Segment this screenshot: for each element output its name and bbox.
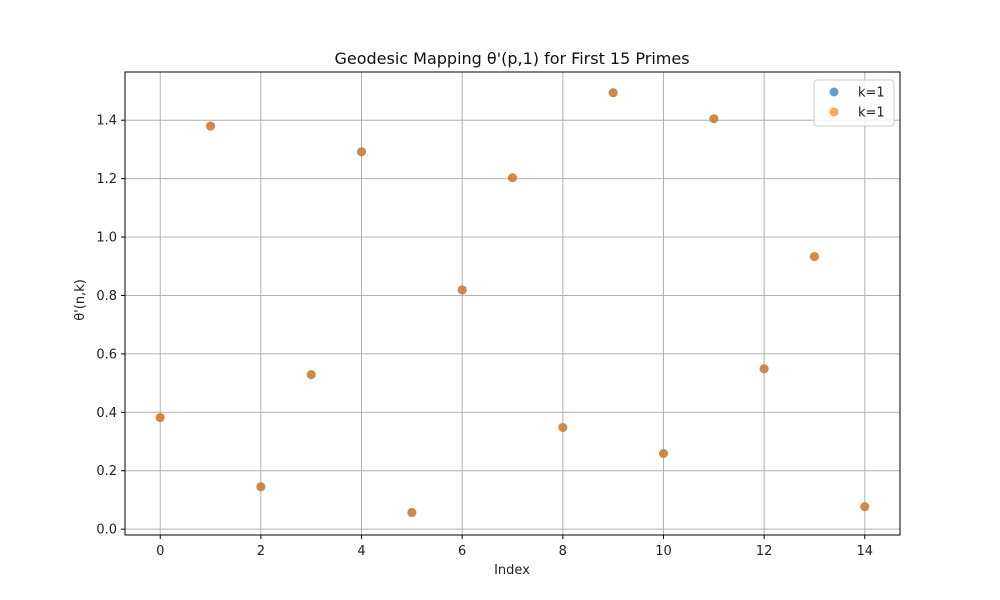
x-axis-ticks: 0 2 4 6 8 10 12 14 — [156, 535, 873, 559]
x-tick-label: 2 — [257, 544, 265, 559]
y-tick-label: 0.6 — [96, 347, 117, 362]
data-point — [155, 413, 165, 423]
data-point — [608, 88, 618, 98]
data-point — [709, 114, 719, 124]
y-tick-label: 0.2 — [96, 464, 117, 479]
y-tick-label: 0.4 — [96, 406, 117, 421]
x-tick-label: 6 — [458, 544, 466, 559]
data-point — [860, 502, 870, 512]
x-tick-label: 4 — [357, 544, 365, 559]
x-tick-label: 0 — [156, 544, 164, 559]
x-tick-label: 12 — [756, 544, 773, 559]
data-point — [256, 482, 266, 492]
legend-marker — [829, 107, 839, 117]
x-tick-label: 8 — [559, 544, 567, 559]
data-point — [558, 423, 568, 433]
x-tick-label: 14 — [856, 544, 873, 559]
data-point — [306, 370, 316, 380]
data-point — [206, 121, 216, 131]
data-point — [357, 147, 367, 157]
y-tick-label: 0.8 — [96, 289, 117, 304]
legend-marker — [829, 87, 839, 97]
chart-title: Geodesic Mapping θ'(p,1) for First 15 Pr… — [334, 49, 689, 68]
data-point — [407, 508, 417, 518]
data-point — [457, 285, 467, 295]
data-point — [759, 364, 769, 374]
plot-frame — [124, 71, 901, 536]
y-tick-label: 1.4 — [96, 114, 117, 129]
data-point — [809, 252, 819, 262]
y-axis-ticks: 0.0 0.2 0.4 0.6 0.8 1.0 1.2 1.4 — [96, 114, 125, 538]
data-point — [508, 173, 517, 183]
grid-lines — [125, 72, 900, 535]
y-tick-label: 1.2 — [96, 172, 117, 187]
y-tick-label: 0.0 — [96, 523, 117, 538]
y-tick-label: 1.0 — [96, 231, 117, 246]
data-point — [658, 449, 668, 459]
x-axis-label: Index — [494, 563, 530, 578]
x-tick-label: 10 — [655, 544, 672, 559]
legend-entry: k=1 — [858, 106, 885, 121]
legend: k=1k=1 — [813, 79, 895, 127]
y-axis-label: θ'(n,k) — [73, 279, 88, 321]
data-points — [155, 88, 870, 518]
legend-entry: k=1 — [858, 86, 885, 101]
